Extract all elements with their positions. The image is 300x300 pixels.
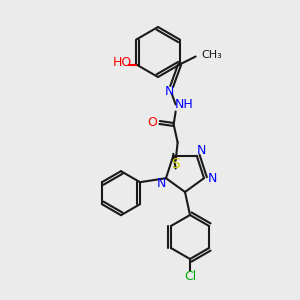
Text: N: N xyxy=(165,85,174,98)
Text: HO: HO xyxy=(113,56,132,69)
Text: N: N xyxy=(156,177,166,190)
Text: S: S xyxy=(171,158,180,172)
Text: O: O xyxy=(148,116,158,129)
Text: N: N xyxy=(207,172,217,185)
Text: N: N xyxy=(197,144,206,157)
Text: Cl: Cl xyxy=(184,271,196,284)
Text: CH₃: CH₃ xyxy=(202,50,222,59)
Text: NH: NH xyxy=(174,98,193,111)
